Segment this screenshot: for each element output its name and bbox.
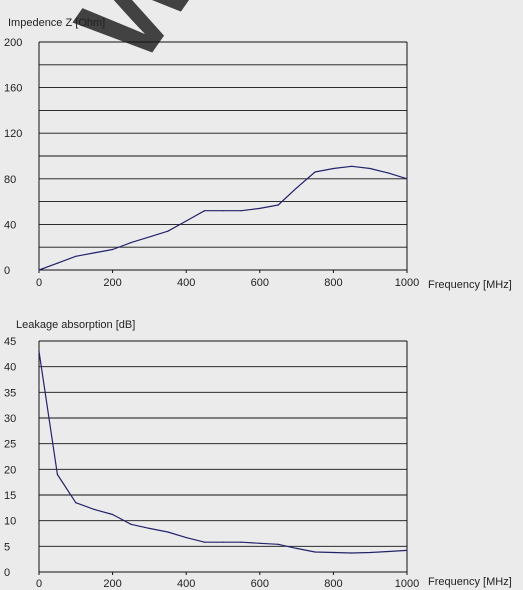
leakage-chart-xtick-label: 200: [103, 578, 121, 590]
impedance-chart-data-point: [296, 187, 298, 189]
impedance-chart-xtick-label: 1000: [395, 277, 419, 289]
impedance-chart-xtick-label: 0: [36, 277, 42, 289]
impedance-chart-data-point: [332, 167, 334, 170]
impedance-chart-xtick-label: 600: [251, 277, 269, 289]
watermark: W.05.1395: [52, 0, 491, 85]
leakage-chart-xtick-label: 0: [36, 578, 42, 590]
impedance-chart-xtick-label: 200: [103, 277, 121, 289]
leakage-chart-data-point: [167, 531, 169, 533]
impedance-chart-xtick-label: 800: [324, 277, 342, 289]
leakage-chart-series-line: [38, 351, 408, 554]
leakage-chart-xtick-label: 400: [177, 578, 195, 590]
leakage-chart: Leakage absorption [dB] Frequency [MHz] …: [4, 319, 512, 590]
leakage-chart-ytick-label: 10: [4, 516, 16, 528]
impedance-chart-ylabel: Impedence Z [Ohm]: [8, 17, 105, 29]
leakage-chart-ytick-label: 35: [4, 387, 16, 399]
impedance-chart-data-point: [130, 242, 132, 244]
leakage-chart-data-point: [38, 350, 40, 352]
leakage-chart-ytick-label: 15: [4, 490, 16, 502]
impedance-chart-data-point: [93, 252, 95, 254]
leakage-chart-data-point: [259, 542, 261, 544]
impedance-chart-ytick-label: 200: [4, 37, 22, 49]
leakage-chart-data-point: [112, 513, 114, 516]
impedance-chart-data-point: [277, 204, 279, 206]
impedance-chart-data-point: [406, 178, 408, 180]
impedance-chart-ytick-label: 40: [4, 219, 16, 231]
impedance-chart-data-point: [222, 210, 224, 212]
impedance-chart-xtick-label: 400: [177, 277, 195, 289]
leakage-chart-data-point: [296, 547, 298, 549]
leakage-chart-xtick-label: 800: [324, 578, 342, 590]
watermark-text: W.05.1395: [52, 0, 491, 85]
impedance-chart-ytick-label: 160: [4, 83, 22, 95]
leakage-chart-data-point: [222, 541, 224, 543]
leakage-chart-data-point: [204, 541, 206, 543]
impedance-chart-data-point: [185, 220, 187, 222]
impedance-chart-ytick-label: 120: [4, 128, 22, 140]
leakage-chart-xlabel: Frequency [MHz]: [428, 576, 512, 588]
leakage-chart-xtick-label: 1000: [395, 578, 419, 590]
impedance-chart-data-point: [204, 210, 206, 212]
leakage-chart-data-point: [56, 473, 59, 476]
leakage-chart-data-point: [277, 543, 279, 545]
leakage-chart-data-point: [240, 541, 242, 543]
impedance-chart-data-point: [75, 255, 77, 257]
impedance-chart-data-point: [351, 165, 353, 167]
leakage-chart-data-point: [93, 508, 95, 510]
leakage-chart-data-point: [148, 527, 150, 529]
impedance-chart: Impedence Z [Ohm] Frequency [MHz] 0 40 80 1…: [4, 17, 512, 291]
leakage-chart-ytick-label: 0: [4, 567, 10, 579]
impedance-chart-data-point: [369, 167, 371, 170]
leakage-chart-ylabel: Leakage absorption [dB]: [16, 319, 135, 331]
leakage-chart-data-point: [75, 502, 77, 504]
leakage-chart-data-point: [332, 551, 334, 554]
impedance-chart-data-point: [148, 236, 150, 238]
leakage-chart-data-point: [388, 550, 390, 553]
leakage-chart-ytick-label: 25: [4, 439, 16, 451]
impedance-chart-data-point: [112, 248, 114, 251]
leakage-chart-xtick-label: 600: [251, 578, 269, 590]
impedance-chart-data-point: [38, 269, 40, 271]
impedance-chart-ytick-label: 0: [4, 265, 10, 277]
leakage-chart-data-point: [314, 551, 316, 553]
impedance-chart-data-point: [388, 172, 390, 174]
leakage-chart-data-point: [369, 551, 371, 554]
impedance-chart-ytick-label: 80: [4, 174, 16, 186]
leakage-chart-data-point: [130, 523, 132, 525]
leakage-chart-ytick-label: 45: [4, 336, 16, 348]
leakage-chart-ytick-label: 20: [4, 464, 16, 476]
leakage-chart-ytick-label: 40: [4, 362, 16, 374]
leakage-chart-data-point: [185, 537, 187, 539]
impedance-chart-data-point: [56, 262, 59, 264]
impedance-chart-data-point: [167, 230, 169, 232]
leakage-chart-ytick-label: 5: [4, 541, 10, 553]
impedance-chart-series-line: [38, 165, 408, 271]
impedance-chart-xlabel: Frequency [MHz]: [428, 279, 512, 291]
impedance-chart-data-point: [240, 210, 242, 212]
impedance-chart-data-point: [314, 171, 316, 173]
impedance-chart-data-point: [259, 207, 261, 210]
leakage-chart-data-point: [406, 549, 408, 552]
leakage-chart-ytick-label: 30: [4, 413, 16, 425]
leakage-chart-data-point: [351, 552, 353, 554]
